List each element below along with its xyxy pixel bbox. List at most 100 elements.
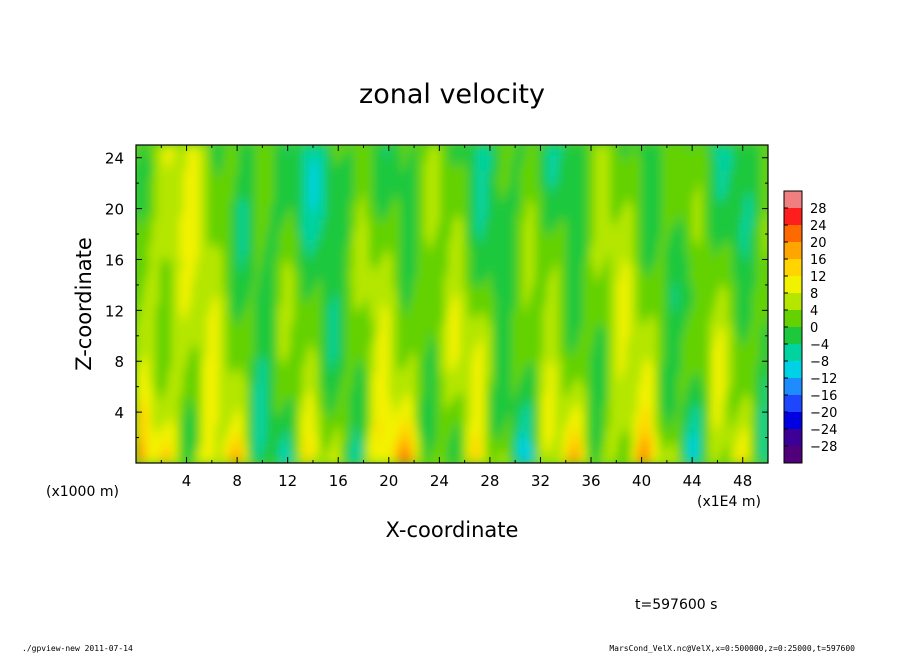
field-cell	[246, 423, 252, 429]
field-cell	[578, 423, 583, 429]
field-cell	[305, 343, 311, 350]
field-cell	[471, 398, 477, 404]
field-cell	[321, 323, 327, 330]
field-cell	[495, 333, 500, 340]
field-cell	[266, 428, 271, 434]
field-cell	[732, 338, 737, 345]
field-cell	[373, 388, 378, 395]
field-cell	[582, 458, 587, 463]
field-cell	[716, 348, 722, 355]
field-cell	[408, 358, 414, 365]
field-cell	[724, 423, 730, 429]
field-cell	[519, 343, 524, 350]
field-cell	[479, 413, 485, 419]
field-cell	[700, 418, 706, 424]
field-cell	[246, 383, 252, 390]
field-cell	[238, 368, 244, 375]
field-cell	[341, 373, 346, 380]
field-cell	[452, 423, 457, 429]
field-cell	[242, 383, 248, 390]
field-cell	[534, 403, 540, 409]
field-cell	[400, 363, 406, 370]
field-cell	[159, 323, 165, 330]
field-cell	[309, 418, 315, 424]
field-cell	[471, 328, 477, 335]
field-cell	[143, 438, 149, 444]
field-cell	[286, 453, 291, 459]
field-cell	[519, 358, 524, 365]
field-cell	[740, 413, 745, 419]
field-cell	[677, 418, 682, 424]
field-cell	[254, 348, 260, 355]
field-cell	[226, 373, 232, 380]
field-cell	[384, 373, 390, 380]
field-cell	[594, 458, 599, 463]
field-cell	[282, 343, 287, 350]
field-cell	[432, 418, 437, 424]
field-cell	[400, 388, 406, 395]
field-cell	[681, 323, 686, 330]
field-cell	[155, 418, 161, 424]
field-cell	[373, 313, 378, 320]
field-cell	[689, 348, 694, 355]
field-cell	[570, 413, 576, 419]
field-cell	[455, 338, 461, 345]
field-cell	[602, 353, 607, 360]
field-cell	[376, 363, 382, 370]
field-cell	[317, 403, 323, 409]
field-cell	[459, 378, 465, 385]
field-cell	[511, 408, 516, 414]
field-cell	[554, 418, 560, 424]
field-cell	[527, 428, 532, 434]
field-cell	[207, 413, 212, 419]
field-cell	[598, 343, 603, 350]
field-cell	[732, 423, 737, 429]
field-cell	[764, 418, 768, 424]
field-cell	[550, 328, 556, 335]
field-cell	[151, 403, 157, 409]
field-cell	[511, 313, 516, 320]
field-cell	[448, 373, 453, 380]
field-cell	[633, 433, 639, 439]
field-cell	[752, 388, 757, 395]
field-cell	[404, 453, 410, 459]
field-cell	[163, 358, 169, 365]
field-cell	[641, 393, 647, 400]
field-cell	[483, 353, 489, 360]
field-cell	[341, 458, 346, 463]
field-cell	[408, 413, 414, 419]
field-cell	[570, 423, 576, 429]
field-cell	[309, 448, 315, 454]
field-cell	[139, 428, 145, 434]
field-cell	[195, 458, 200, 463]
field-cell	[756, 378, 761, 385]
field-cell	[503, 448, 508, 454]
field-cell	[428, 383, 433, 390]
field-cell	[309, 353, 315, 360]
field-cell	[365, 408, 370, 414]
field-cell	[752, 353, 757, 360]
field-cell	[230, 433, 236, 439]
field-cell	[297, 393, 303, 400]
field-cell	[305, 383, 311, 390]
field-cell	[171, 423, 177, 429]
field-cell	[250, 333, 256, 340]
field-cell	[294, 403, 299, 409]
field-cell	[187, 378, 192, 385]
field-cell	[617, 353, 623, 360]
field-cell	[444, 378, 449, 385]
field-cell	[562, 373, 568, 380]
field-cell	[558, 408, 564, 414]
field-cell	[590, 453, 595, 459]
field-cell	[534, 398, 540, 404]
field-cell	[700, 343, 706, 350]
field-cell	[392, 443, 398, 449]
field-cell	[151, 418, 157, 424]
field-cell	[222, 448, 228, 454]
field-cell	[665, 413, 670, 419]
field-cell	[760, 363, 765, 370]
field-cell	[649, 413, 655, 419]
field-cell	[226, 358, 232, 365]
field-cell	[491, 428, 497, 434]
field-cell	[384, 398, 390, 404]
